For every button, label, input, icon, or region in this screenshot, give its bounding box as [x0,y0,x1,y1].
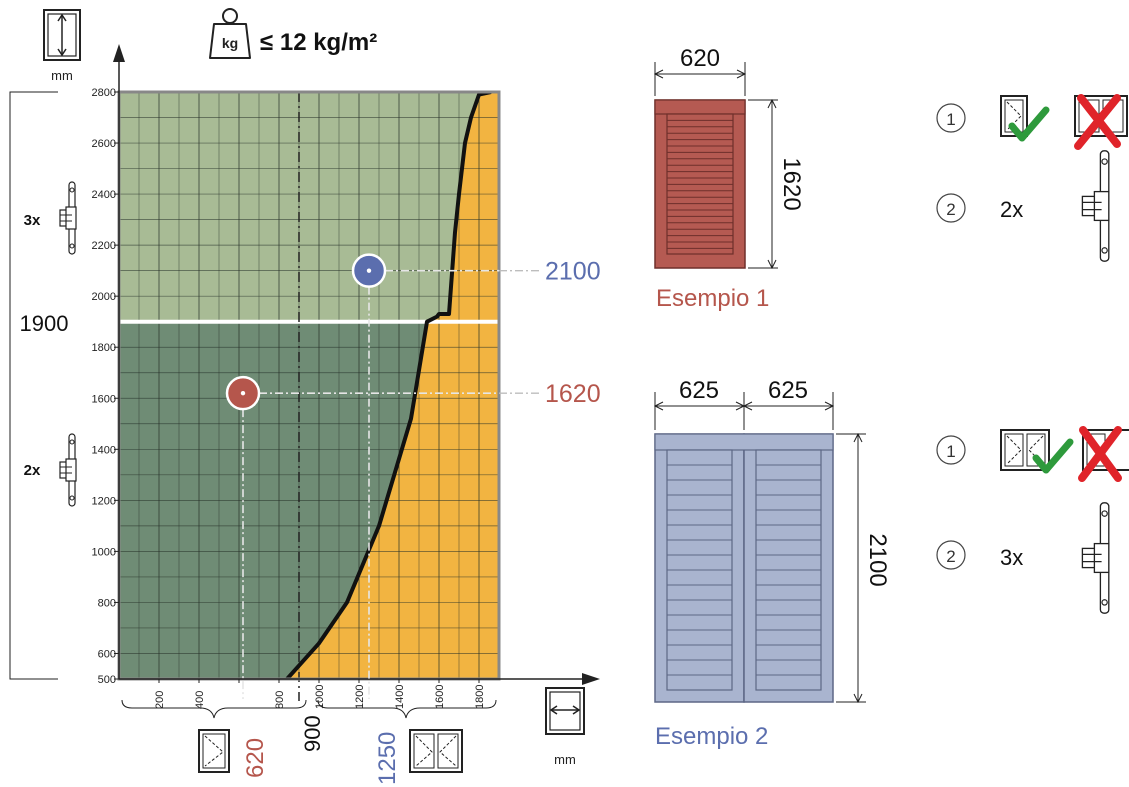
x-tick-label: 1400 [394,685,406,709]
x-unit: mm [554,752,576,767]
example2-step2-circle [936,540,966,570]
width-icon [545,687,585,735]
y-tick-label: 2400 [92,189,116,201]
example1-step2-circle [936,193,966,223]
example1-width-dimension [653,62,747,96]
double-leaf-icon [1000,429,1050,471]
y-unit: mm [51,68,73,83]
hinge-icon [59,433,77,507]
example1-step2-number: 2 [946,200,955,219]
divider-label: 900 [300,715,325,752]
example1-height: 1620 [778,157,805,210]
hinge-icon [59,181,77,255]
zone-3x [119,92,499,323]
example2-width-label: 1250 [374,732,401,785]
chart-title: ≤ 12 kg/m² [260,29,377,56]
x-ticks: 200 400 800 1000 1200 1400 1600 1800 [154,679,486,709]
example1-height-dimension [748,98,778,270]
x-tick-label: 1800 [474,685,486,709]
threshold-label: 1900 [20,311,69,336]
example-marker-center [366,268,372,273]
y-tick-label: 800 [98,597,116,609]
y-tick-label: 1200 [92,495,116,507]
double-leaf-icon [409,729,463,773]
example-marker-center [240,390,246,396]
x-tick-label: 1200 [354,685,366,709]
check-icon [1032,438,1074,474]
x-tick-label: 1600 [434,685,446,709]
y-bracket [9,91,58,680]
example1-title: Esempio 1 [656,285,769,312]
cross-icon [1078,426,1122,482]
y-tick-label: 1800 [92,342,116,354]
y-tick-label: 600 [98,648,116,660]
example1-shutter [654,99,746,269]
example1-step1-circle [936,103,966,133]
y-tick-label: 2600 [92,138,116,150]
x-tick-label: 400 [194,691,206,709]
double-leaf-brace [317,699,497,719]
example1-width-label: 620 [242,738,269,778]
weight-icon: kg [209,8,251,59]
weight-icon-label: kg [222,35,238,51]
example2-step1-circle [936,435,966,465]
example-height-label: 1620 [545,380,601,408]
height-icon [43,9,81,61]
x-tick-label: 200 [154,691,166,709]
y-tick-label: 1600 [92,393,116,405]
y-tick-label: 1000 [92,546,116,558]
example2-title: Esempio 2 [655,723,768,750]
example2-width-dimension [653,392,835,430]
grid [119,92,499,679]
example2-shutter [654,433,834,703]
example1-hinge-count: 2x [1000,197,1023,222]
y-tick-label: 2800 [92,87,116,99]
check-icon [1008,106,1050,142]
y-ticks: 500 600 800 1000 1200 1400 1600 1800 2000 2200 240… [92,87,119,686]
example1-width: 620 [680,45,720,72]
example2-step2-number: 2 [946,547,955,566]
example2-width-right: 625 [768,377,808,404]
zone-not-allowed [287,92,499,679]
single-leaf-icon [198,729,230,773]
y-tick-label: 500 [98,674,116,686]
x-tick-label: 800 [274,691,286,709]
y-tick-label: 1400 [92,444,116,456]
hinge-icon [1081,150,1110,262]
example2-hinge-count: 3x [1000,545,1023,570]
y-tick-label: 2200 [92,240,116,252]
example2-height-dimension [836,432,866,704]
example-height-label: 2100 [545,258,601,286]
example-markers: 1620 2100 [225,253,601,699]
x-tick-label: 1000 [314,685,326,709]
y-tick-label: 2000 [92,291,116,303]
example2-height: 2100 [864,533,891,586]
example2-step1-number: 1 [946,442,955,461]
single-leaf-brace [121,699,307,719]
hinge-icon [1081,502,1110,614]
cross-icon [1074,94,1121,150]
x-axis [119,673,600,685]
hinge-zone-3x-label: 3x [24,212,41,229]
y-axis [113,44,125,679]
example2-width-left: 625 [679,377,719,404]
example1-step1-number: 1 [946,110,955,129]
limit-curve [285,92,492,679]
hinge-zone-2x-label: 2x [24,462,41,479]
